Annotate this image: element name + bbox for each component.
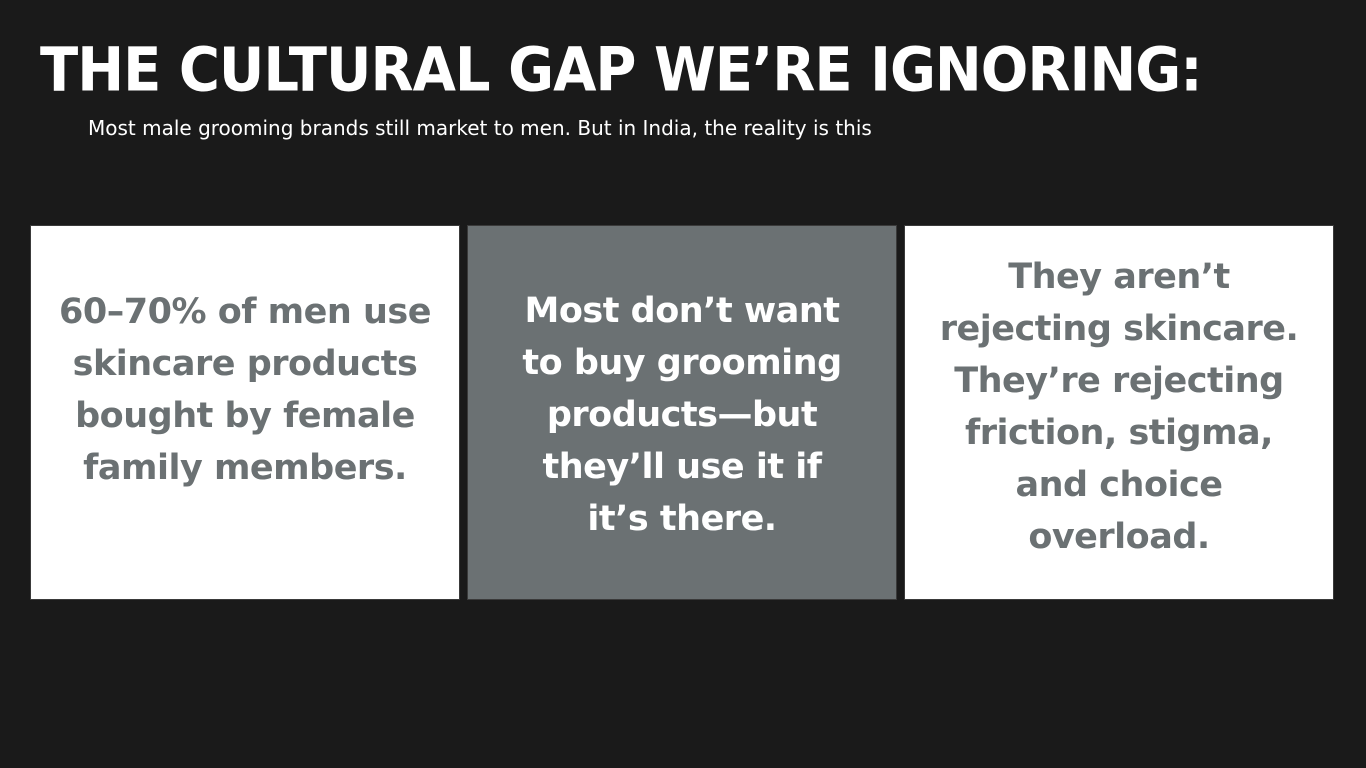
card-friction-text: They aren’t rejecting skincare. They’re … xyxy=(939,256,1299,557)
card-buying-behavior: Most don’t want to buy grooming products… xyxy=(467,225,897,600)
card-friction: They aren’t rejecting skincare. They’re … xyxy=(904,225,1334,600)
slide-title: THE CULTURAL GAP WE’RE IGNORING: xyxy=(40,35,1203,106)
card-buying-behavior-text: Most don’t want to buy grooming products… xyxy=(522,290,842,539)
card-men-usage-text: 60–70% of men use skincare products boug… xyxy=(59,291,431,488)
cards-row: 60–70% of men use skincare products boug… xyxy=(30,225,1336,600)
slide-subtitle: Most male grooming brands still market t… xyxy=(88,116,872,140)
card-men-usage: 60–70% of men use skincare products boug… xyxy=(30,225,460,600)
